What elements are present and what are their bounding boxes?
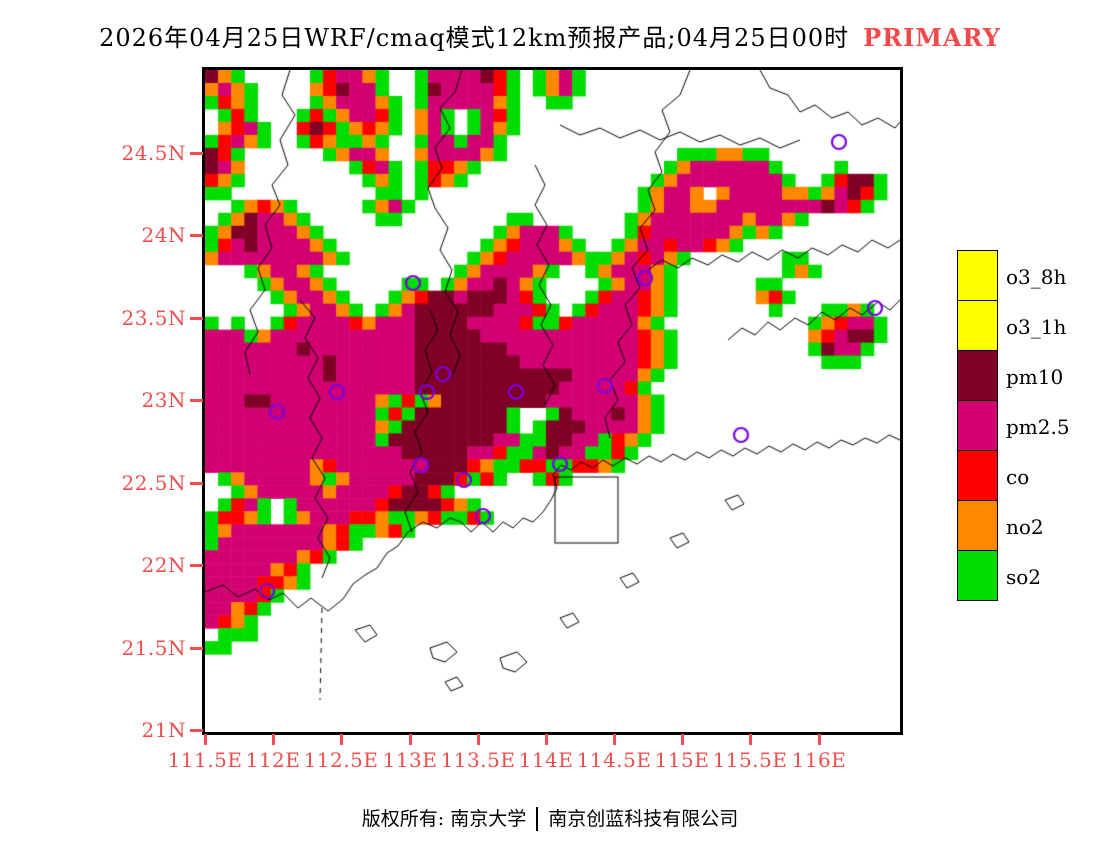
y-axis-tick	[190, 317, 203, 320]
footer-separator-bar	[536, 807, 539, 831]
x-axis-tick-label: 114.5E	[576, 748, 652, 772]
y-axis-tick	[190, 729, 203, 732]
legend-label-no2: no2	[1006, 515, 1044, 539]
title-highlight: PRIMARY	[863, 23, 1001, 52]
x-axis-tick	[545, 734, 548, 745]
x-axis-tick-label: 111.5E	[167, 748, 243, 772]
legend-swatch-o3_8h	[957, 250, 998, 301]
x-axis-tick-label: 116E	[791, 748, 847, 772]
map-frame	[202, 67, 903, 735]
y-axis-tick	[190, 564, 203, 567]
legend-swatch-o3_1h	[957, 300, 998, 351]
legend-swatch-so2	[957, 550, 998, 601]
title-text: 2026年04月25日WRF/cmaq模式12km预报产品;04月25日00时	[99, 24, 850, 52]
x-axis-tick	[477, 734, 480, 745]
y-axis-tick	[190, 234, 203, 237]
x-axis-tick	[204, 734, 207, 745]
x-axis-tick-label: 113E	[382, 748, 438, 772]
legend-label-o3_1h: o3_1h	[1006, 315, 1067, 339]
map-canvas	[205, 70, 900, 732]
legend-swatch-co	[957, 450, 998, 501]
legend-label-pm10: pm10	[1006, 365, 1064, 389]
y-axis-tick	[190, 482, 203, 485]
x-axis-tick-label: 114E	[518, 748, 574, 772]
legend-swatch-pm2.5	[957, 400, 998, 451]
y-axis-tick-label: 24N	[141, 223, 186, 247]
legend-label-pm2.5: pm2.5	[1006, 415, 1070, 439]
x-axis-tick	[272, 734, 275, 745]
x-axis-tick-label: 112E	[245, 748, 301, 772]
y-axis-tick-label: 24.5N	[121, 141, 186, 165]
footer-right: 南京创蓝科技有限公司	[548, 808, 739, 830]
y-axis-tick	[190, 399, 203, 402]
y-axis-tick-label: 22N	[141, 553, 186, 577]
legend-swatch-pm10	[957, 350, 998, 401]
x-axis-tick-label: 115E	[654, 748, 710, 772]
y-axis-tick-label: 23.5N	[121, 306, 186, 330]
y-axis-tick-label: 23N	[141, 388, 186, 412]
x-axis-tick	[409, 734, 412, 745]
x-axis-tick	[749, 734, 752, 745]
x-axis-tick	[818, 734, 821, 745]
legend-label-co: co	[1006, 465, 1030, 489]
x-axis-tick-label: 113.5E	[440, 748, 516, 772]
x-axis-tick	[613, 734, 616, 745]
x-axis-tick-label: 115.5E	[712, 748, 788, 772]
y-axis-tick	[190, 647, 203, 650]
legend-label-o3_8h: o3_8h	[1006, 265, 1067, 289]
page-title: 2026年04月25日WRF/cmaq模式12km预报产品;04月25日00时 P…	[0, 18, 1100, 53]
y-axis-tick-label: 21N	[141, 718, 186, 742]
y-axis-tick-label: 21.5N	[121, 636, 186, 660]
x-axis-tick	[681, 734, 684, 745]
x-axis-tick-label: 112.5E	[303, 748, 379, 772]
y-axis-tick-label: 22.5N	[121, 471, 186, 495]
legend-label-so2: so2	[1006, 565, 1042, 589]
x-axis-tick	[340, 734, 343, 745]
y-axis-tick	[190, 152, 203, 155]
footer-left: 版权所有: 南京大学	[361, 808, 527, 830]
legend-swatch-no2	[957, 500, 998, 551]
footer-copyright: 版权所有: 南京大学 南京创蓝科技有限公司	[0, 804, 1100, 831]
